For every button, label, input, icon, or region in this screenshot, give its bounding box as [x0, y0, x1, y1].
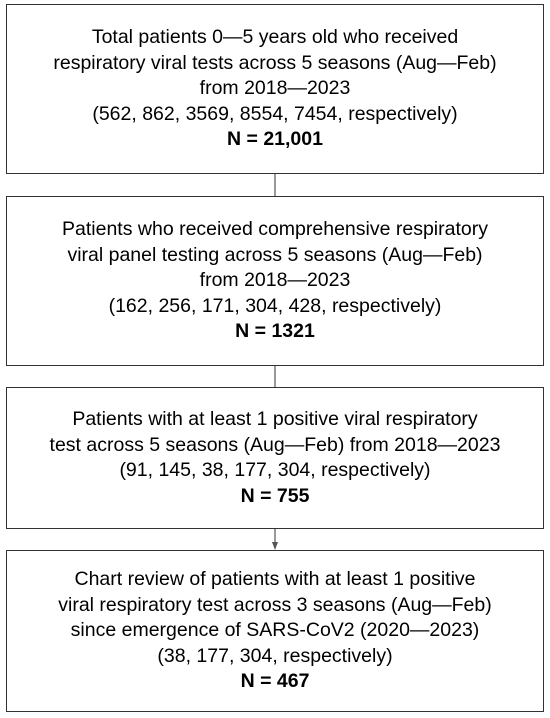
- box-text-line: viral respiratory test across 3 seasons …: [58, 593, 492, 616]
- box-text-line: Patients who received comprehensive resp…: [62, 218, 488, 241]
- box-text-line: (562, 862, 3569, 8554, 7454, respectivel…: [92, 102, 458, 125]
- flowchart-box-comprehensive-panel: Patients who received comprehensive resp…: [6, 196, 544, 366]
- flowchart-box-total-patients: Total patients 0—5 years old who receive…: [6, 4, 544, 174]
- box-text-line: (38, 177, 304, respectively): [157, 644, 393, 667]
- flowchart-box-chart-review: Chart review of patients with at least 1…: [6, 550, 544, 712]
- box-text-line: from 2018—2023: [199, 269, 351, 292]
- flowchart-box-positive-test: Patients with at least 1 positive viral …: [6, 387, 544, 529]
- box-text-line: respiratory viral tests across 5 seasons…: [53, 51, 497, 74]
- box-text-line: Chart review of patients with at least 1…: [74, 568, 476, 591]
- box-text-line: since emergence of SARS-CoV2 (2020—2023): [70, 619, 480, 642]
- box-total-count: N = 21,001: [227, 128, 323, 151]
- box-text-line: Patients with at least 1 positive viral …: [72, 408, 478, 430]
- box-total-count: N = 755: [240, 484, 310, 507]
- box-text-line: test across 5 seasons (Aug—Feb) from 201…: [49, 433, 501, 456]
- box-text-line: from 2018—2023: [199, 77, 351, 100]
- box-total-count: N = 1321: [235, 320, 315, 343]
- box-text-line: Total patients 0—5 years old who receive…: [91, 26, 459, 49]
- box-total-count: N = 467: [240, 670, 310, 693]
- box-text-line: viral panel testing across 5 seasons (Au…: [67, 243, 483, 266]
- box-text-line: (162, 256, 171, 304, 428, respectively): [108, 294, 442, 317]
- box-text-line: (91, 145, 38, 177, 304, respectively): [119, 459, 431, 481]
